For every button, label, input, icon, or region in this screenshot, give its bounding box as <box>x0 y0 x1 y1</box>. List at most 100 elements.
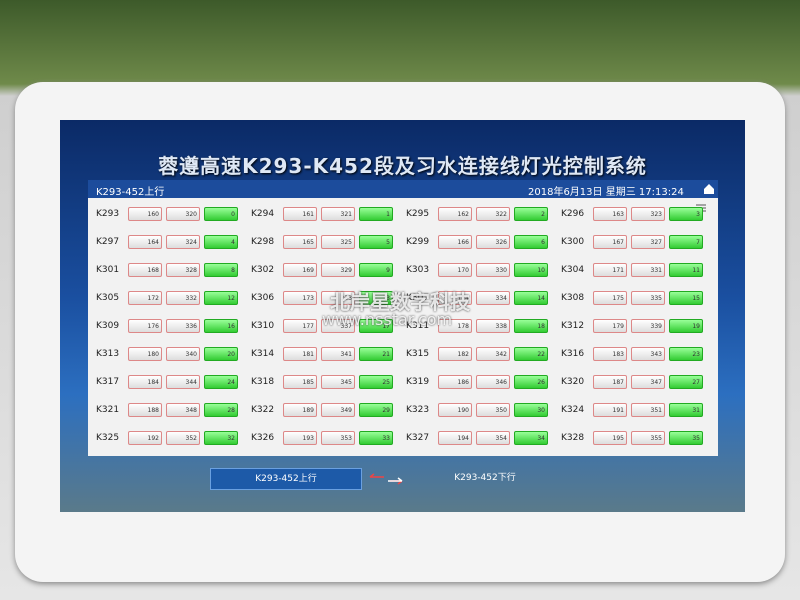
lamp-on-button[interactable]: 27 <box>669 375 703 389</box>
lamp-button[interactable]: 339 <box>631 319 665 333</box>
lamp-button[interactable]: 334 <box>476 291 510 305</box>
lamp-button[interactable]: 346 <box>476 375 510 389</box>
lamp-button[interactable]: 190 <box>438 403 472 417</box>
lamp-button[interactable]: 327 <box>631 235 665 249</box>
lamp-button[interactable]: 355 <box>631 431 665 445</box>
lamp-button[interactable]: 168 <box>128 263 162 277</box>
tab[interactable]: K293-452上行 <box>210 468 362 490</box>
lamp-on-button[interactable]: 32 <box>204 431 238 445</box>
lamp-button[interactable]: 160 <box>128 207 162 221</box>
lamp-button[interactable]: 354 <box>476 431 510 445</box>
lamp-on-button[interactable]: 1 <box>359 207 393 221</box>
lamp-on-button[interactable]: 5 <box>359 235 393 249</box>
lamp-on-button[interactable]: 30 <box>514 403 548 417</box>
lamp-button[interactable]: 344 <box>166 375 200 389</box>
lamp-button[interactable]: 165 <box>283 235 317 249</box>
lamp-on-button[interactable]: 2 <box>514 207 548 221</box>
lamp-button[interactable]: 322 <box>476 207 510 221</box>
lamp-button[interactable]: 181 <box>283 347 317 361</box>
lamp-on-button[interactable]: 14 <box>514 291 548 305</box>
lamp-button[interactable]: 173 <box>283 291 317 305</box>
lamp-on-button[interactable]: 8 <box>204 263 238 277</box>
lamp-button[interactable]: 332 <box>166 291 200 305</box>
lamp-button[interactable]: 174 <box>438 291 472 305</box>
lamp-on-button[interactable]: 16 <box>204 319 238 333</box>
lamp-on-button[interactable]: 20 <box>204 347 238 361</box>
lamp-button[interactable]: 164 <box>128 235 162 249</box>
lamp-button[interactable]: 186 <box>438 375 472 389</box>
lamp-button[interactable]: 189 <box>283 403 317 417</box>
lamp-button[interactable]: 177 <box>283 319 317 333</box>
lamp-on-button[interactable]: 17 <box>359 319 393 333</box>
lamp-on-button[interactable]: 3 <box>669 207 703 221</box>
lamp-on-button[interactable]: 22 <box>514 347 548 361</box>
lamp-button[interactable]: 171 <box>593 263 627 277</box>
lamp-button[interactable]: 353 <box>321 431 355 445</box>
lamp-on-button[interactable]: 25 <box>359 375 393 389</box>
lamp-on-button[interactable]: 19 <box>669 319 703 333</box>
lamp-on-button[interactable]: 28 <box>204 403 238 417</box>
lamp-button[interactable]: 335 <box>631 291 665 305</box>
lamp-on-button[interactable]: 4 <box>204 235 238 249</box>
tab[interactable]: K293-452下行 <box>454 473 516 483</box>
lamp-button[interactable]: 330 <box>476 263 510 277</box>
lamp-on-button[interactable]: 12 <box>204 291 238 305</box>
lamp-button[interactable]: 351 <box>631 403 665 417</box>
lamp-button[interactable]: 192 <box>128 431 162 445</box>
lamp-button[interactable]: 191 <box>593 403 627 417</box>
lamp-button[interactable]: 176 <box>128 319 162 333</box>
lamp-button[interactable]: 345 <box>321 375 355 389</box>
lamp-on-button[interactable]: 24 <box>204 375 238 389</box>
lamp-on-button[interactable]: 7 <box>669 235 703 249</box>
lamp-button[interactable]: 169 <box>283 263 317 277</box>
lamp-button[interactable]: 342 <box>476 347 510 361</box>
lamp-button[interactable]: 180 <box>128 347 162 361</box>
home-icon[interactable] <box>702 182 716 196</box>
lamp-on-button[interactable]: 15 <box>669 291 703 305</box>
lamp-on-button[interactable]: 18 <box>514 319 548 333</box>
lamp-on-button[interactable]: 21 <box>359 347 393 361</box>
lamp-button[interactable]: 185 <box>283 375 317 389</box>
lamp-on-button[interactable]: 23 <box>669 347 703 361</box>
lamp-button[interactable]: 184 <box>128 375 162 389</box>
lamp-button[interactable]: 170 <box>438 263 472 277</box>
lamp-on-button[interactable]: 13 <box>359 291 393 305</box>
lamp-button[interactable]: 321 <box>321 207 355 221</box>
lamp-button[interactable]: 343 <box>631 347 665 361</box>
lamp-button[interactable]: 348 <box>166 403 200 417</box>
lamp-button[interactable]: 337 <box>321 319 355 333</box>
lamp-button[interactable]: 324 <box>166 235 200 249</box>
lamp-on-button[interactable]: 0 <box>204 207 238 221</box>
lamp-button[interactable]: 194 <box>438 431 472 445</box>
lamp-on-button[interactable]: 6 <box>514 235 548 249</box>
lamp-button[interactable]: 336 <box>166 319 200 333</box>
lamp-on-button[interactable]: 31 <box>669 403 703 417</box>
lamp-button[interactable]: 347 <box>631 375 665 389</box>
switch-arrows[interactable] <box>368 472 404 486</box>
lamp-on-button[interactable]: 29 <box>359 403 393 417</box>
lamp-button[interactable]: 340 <box>166 347 200 361</box>
lamp-button[interactable]: 162 <box>438 207 472 221</box>
lamp-button[interactable]: 193 <box>283 431 317 445</box>
lamp-button[interactable]: 352 <box>166 431 200 445</box>
lamp-button[interactable]: 167 <box>593 235 627 249</box>
lamp-button[interactable]: 341 <box>321 347 355 361</box>
lamp-on-button[interactable]: 35 <box>669 431 703 445</box>
lamp-button[interactable]: 163 <box>593 207 627 221</box>
lamp-button[interactable]: 179 <box>593 319 627 333</box>
lamp-on-button[interactable]: 10 <box>514 263 548 277</box>
lamp-on-button[interactable]: 26 <box>514 375 548 389</box>
lamp-on-button[interactable]: 11 <box>669 263 703 277</box>
lamp-button[interactable]: 349 <box>321 403 355 417</box>
lamp-button[interactable]: 331 <box>631 263 665 277</box>
lamp-button[interactable]: 333 <box>321 291 355 305</box>
lamp-button[interactable]: 187 <box>593 375 627 389</box>
lamp-button[interactable]: 328 <box>166 263 200 277</box>
lamp-button[interactable]: 323 <box>631 207 665 221</box>
lamp-button[interactable]: 188 <box>128 403 162 417</box>
lamp-button[interactable]: 338 <box>476 319 510 333</box>
lamp-on-button[interactable]: 34 <box>514 431 548 445</box>
lamp-button[interactable]: 329 <box>321 263 355 277</box>
lamp-button[interactable]: 320 <box>166 207 200 221</box>
lamp-button[interactable]: 175 <box>593 291 627 305</box>
